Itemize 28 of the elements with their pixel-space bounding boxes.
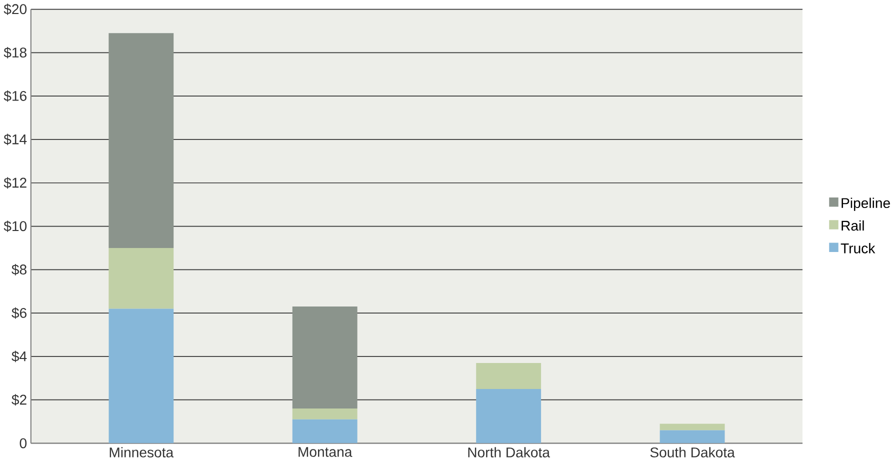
- bar: [476, 362, 542, 390]
- bar: [108, 33, 174, 248]
- bar: [292, 306, 358, 409]
- y-tick-label: $16: [4, 90, 26, 102]
- x-tick-label: South Dakota: [650, 447, 735, 458]
- bar: [108, 308, 174, 444]
- legend-label: Truck: [840, 243, 876, 254]
- x-tick-label: Minnesota: [110, 447, 174, 458]
- y-tick-label: 0: [20, 438, 27, 448]
- x-tick-label: Montana: [298, 447, 352, 457]
- x-tick-label: North Dakota: [468, 447, 550, 458]
- y-tick-label: $18: [4, 46, 26, 58]
- bar: [292, 408, 358, 420]
- legend-label: Rail: [842, 220, 864, 231]
- y-tick-label: $20: [4, 4, 27, 15]
- bar: [476, 389, 542, 444]
- y-tick-label: $10: [4, 220, 27, 232]
- y-tick-label: $6: [12, 307, 26, 319]
- bar: [660, 424, 725, 430]
- y-tick-label: $8: [12, 264, 26, 276]
- bar: [292, 419, 358, 444]
- y-tick-label: $14: [4, 134, 27, 146]
- bar: [108, 248, 174, 309]
- bar: [660, 430, 725, 444]
- y-tick-label: $4: [12, 350, 27, 362]
- y-tick-label: $12: [4, 177, 26, 189]
- legend-label: Pipeline: [842, 198, 890, 211]
- y-tick-label: $2: [12, 394, 26, 406]
